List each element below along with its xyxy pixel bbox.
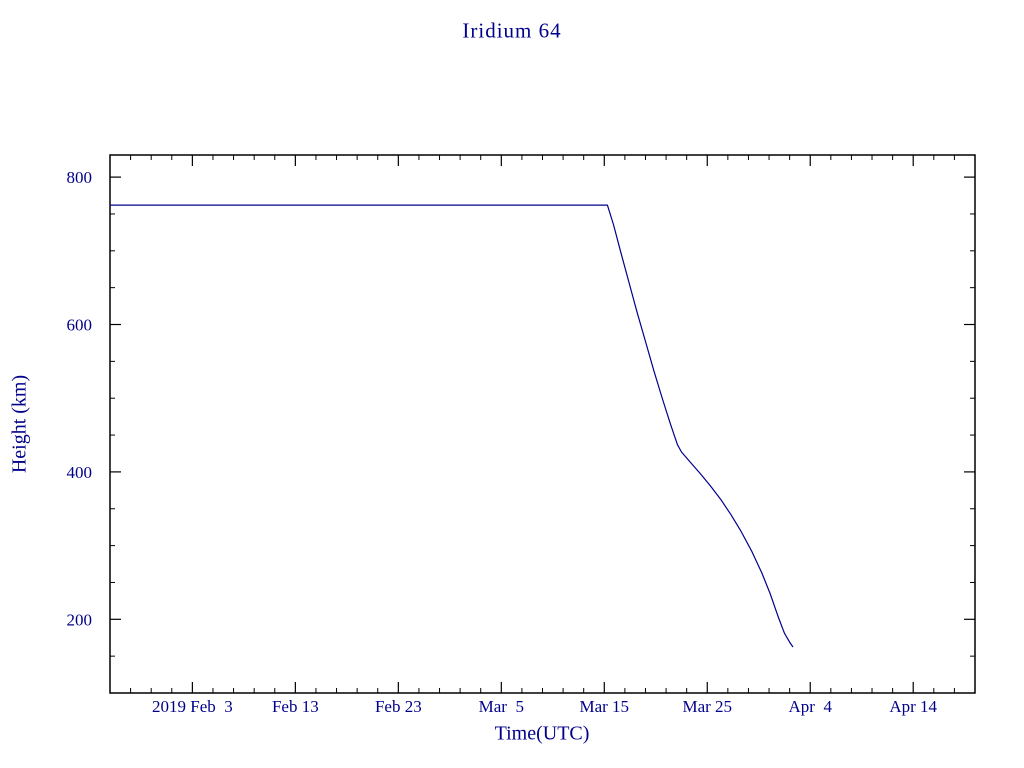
y-tick-label: 600 bbox=[67, 316, 93, 335]
y-tick-label: 800 bbox=[67, 168, 93, 187]
x-tick-label: Mar 15 bbox=[579, 697, 629, 716]
y-axis-label: Height (km) bbox=[8, 374, 31, 474]
x-axis-label: Time(UTC) bbox=[494, 722, 590, 745]
y-tick-label: 200 bbox=[67, 610, 93, 629]
x-tick-label: Mar 25 bbox=[682, 697, 732, 716]
chart-title: Iridium 64 bbox=[462, 18, 562, 43]
height-decay-line bbox=[109, 204, 794, 648]
x-tick-label: Feb 23 bbox=[375, 697, 422, 716]
x-tick-label: Mar 5 bbox=[479, 697, 524, 716]
y-tick-label: 400 bbox=[67, 463, 93, 482]
x-tick-label: Feb 13 bbox=[272, 697, 319, 716]
x-tick-label: Apr 4 bbox=[789, 697, 833, 716]
x-tick-label: Apr 14 bbox=[889, 697, 937, 716]
plot-frame bbox=[109, 154, 976, 694]
x-tick-label: 2019 Feb 3 bbox=[152, 697, 233, 716]
